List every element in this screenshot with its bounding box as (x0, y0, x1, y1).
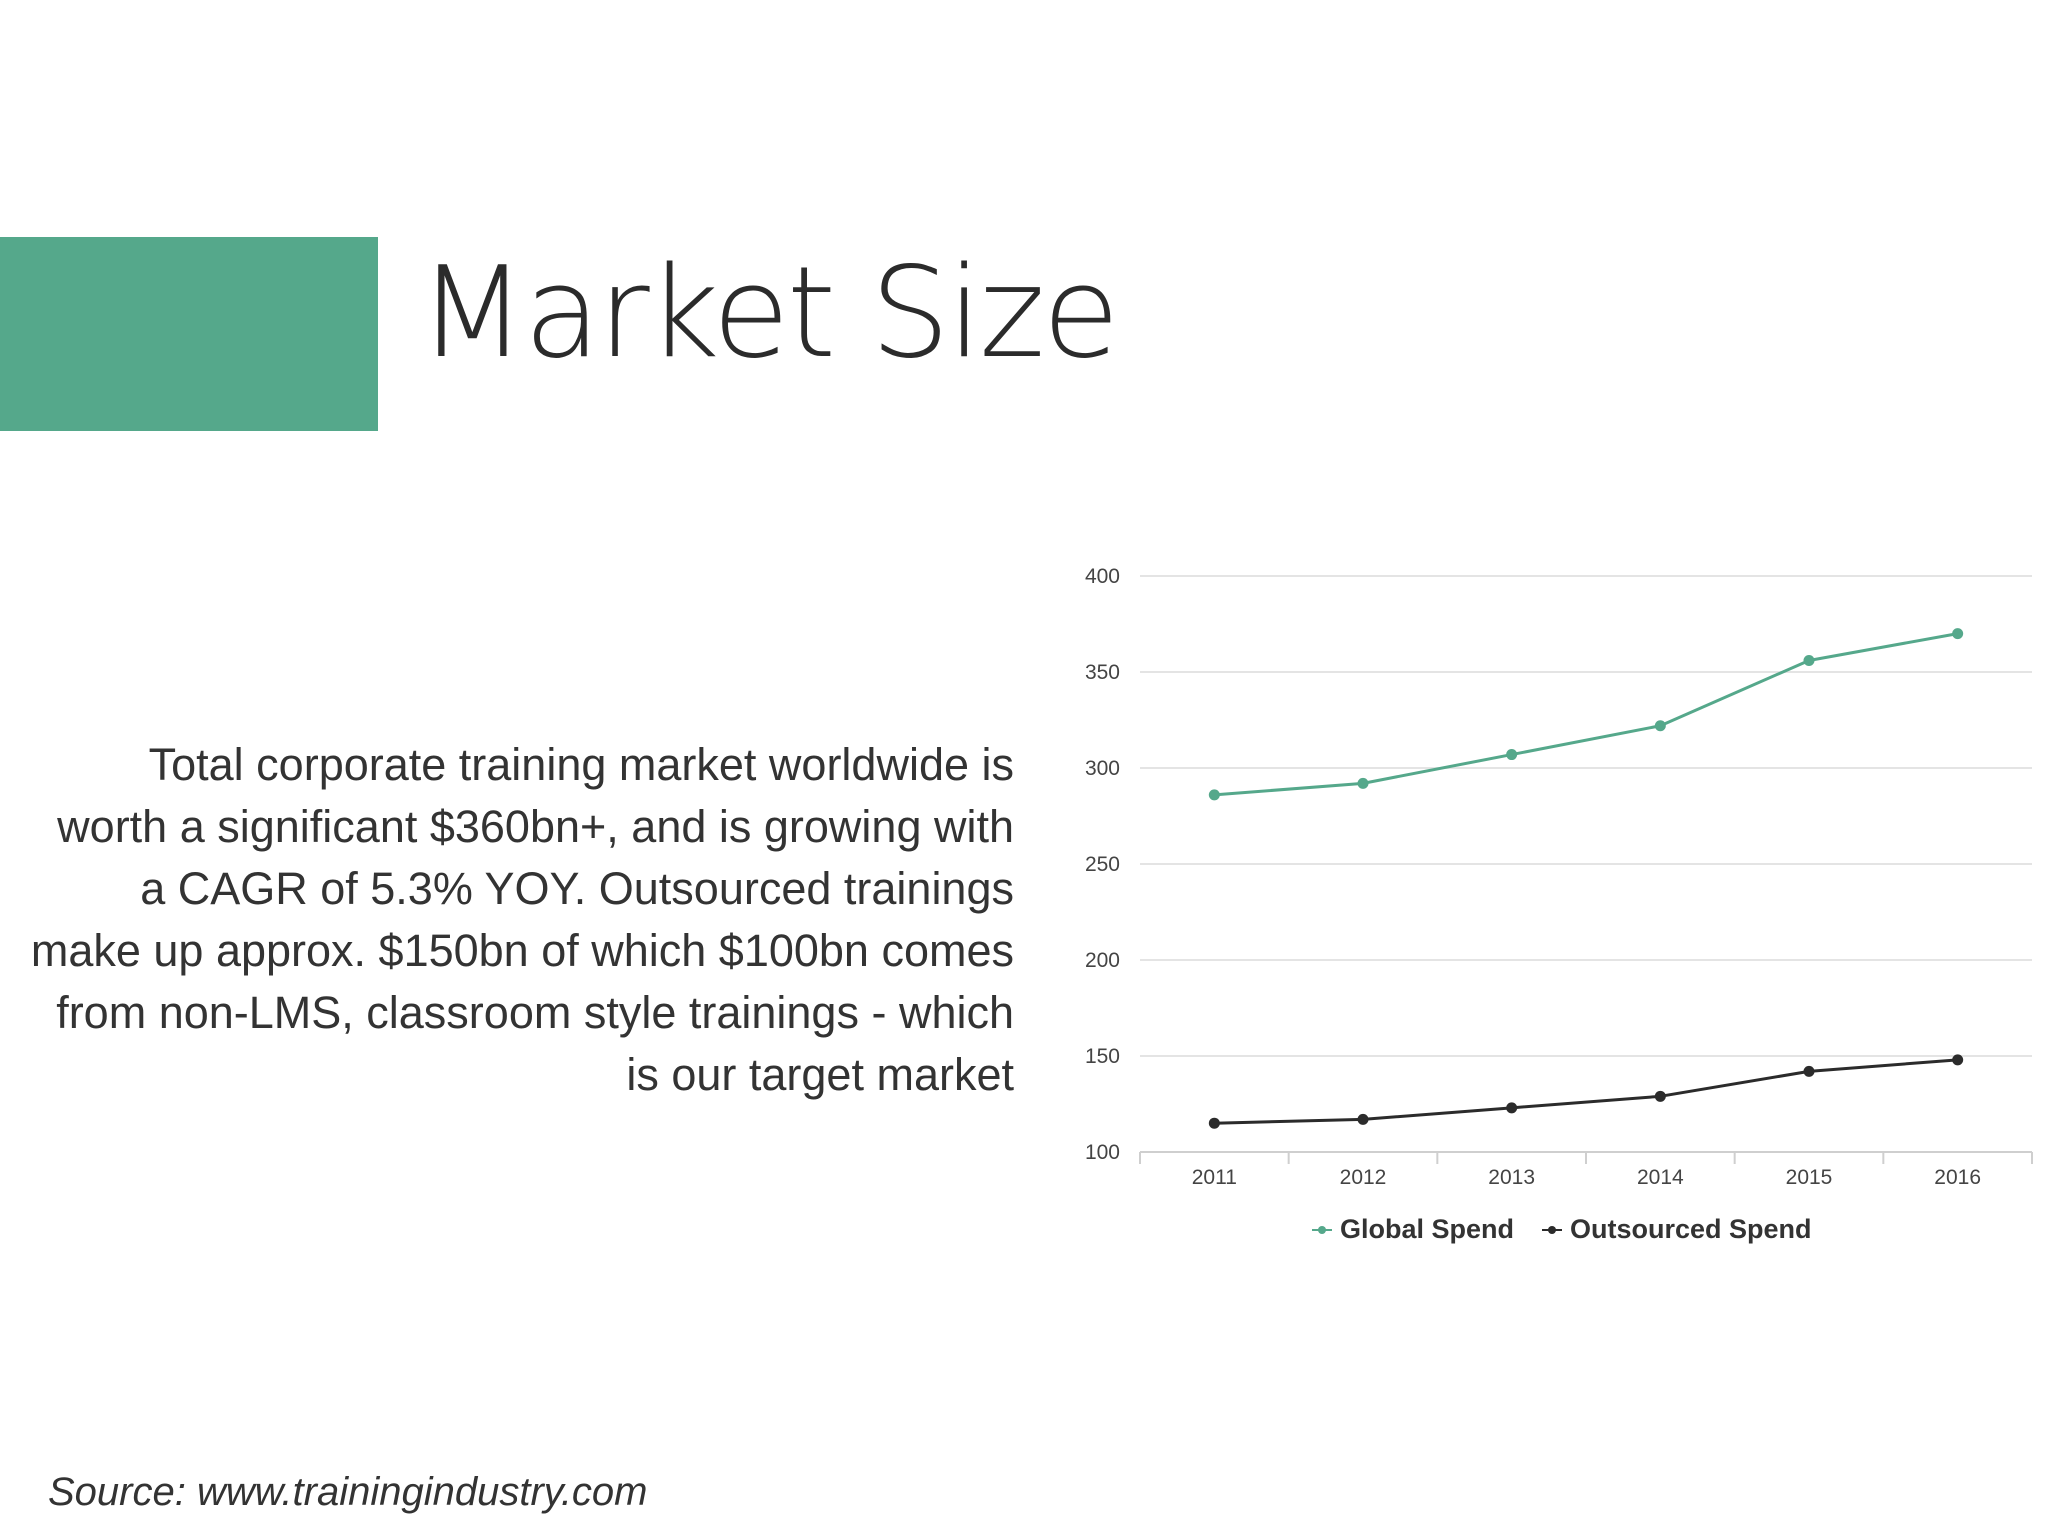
data-point-global-spend (1803, 654, 1815, 666)
legend-marker-global-spend (1312, 1223, 1332, 1237)
y-tick-label: 350 (1085, 661, 1120, 684)
x-tick-label: 2016 (1934, 1166, 1981, 1189)
data-point-outsourced-spend (1654, 1090, 1666, 1102)
body-paragraph: Total corporate training market worldwid… (30, 739, 1014, 1100)
y-tick-label: 250 (1085, 853, 1120, 876)
data-point-outsourced-spend (1506, 1102, 1518, 1114)
y-tick-label: 400 (1085, 565, 1120, 588)
data-point-outsourced-spend (1208, 1117, 1220, 1129)
chart-legend: Global Spend Outsourced Spend (1312, 1214, 1812, 1245)
x-tick-label: 2012 (1340, 1166, 1387, 1189)
title-accent-block (0, 237, 378, 431)
slide-title: Market Size (418, 239, 1120, 386)
legend-marker-outsourced-spend (1542, 1223, 1563, 1237)
y-tick-label: 200 (1085, 949, 1120, 972)
x-tick-label: 2014 (1637, 1166, 1684, 1189)
data-point-global-spend (1357, 777, 1369, 789)
series-line-outsourced-spend (1214, 1058, 1958, 1125)
x-tick-label: 2013 (1488, 1166, 1535, 1189)
y-tick-label: 100 (1085, 1141, 1120, 1164)
data-point-global-spend (1506, 749, 1518, 761)
legend-item-outsourced-spend: Outsourced Spend (1542, 1214, 1812, 1245)
y-axis-ticks: 100 150 200 250 300 350 400 (1085, 565, 1120, 1164)
legend-label-outsourced-spend: Outsourced Spend (1570, 1214, 1812, 1244)
y-tick-label: 300 (1085, 757, 1120, 780)
x-tick-label: 2011 (1192, 1166, 1237, 1189)
data-point-global-spend (1208, 789, 1220, 801)
line-chart: 100 150 200 250 300 350 400 2011 2012 2013 2014 20… (1040, 530, 2040, 1280)
source-citation: Source: www.trainingindustry.com (48, 1470, 648, 1514)
x-axis-ticks: 2011 2012 2013 2014 2015 2016 (1192, 1166, 1981, 1189)
grid-lines (1140, 575, 2032, 1057)
legend-label-global-spend: Global Spend (1340, 1214, 1515, 1244)
data-point-global-spend (1952, 628, 1964, 640)
x-tick-label: 2015 (1786, 1166, 1833, 1189)
y-tick-label: 150 (1085, 1045, 1120, 1068)
x-axis (1139, 1151, 2033, 1164)
legend-item-global-spend: Global Spend (1312, 1214, 1514, 1245)
data-point-global-spend (1654, 720, 1666, 732)
data-point-outsourced-spend (1803, 1065, 1815, 1077)
data-point-outsourced-spend (1952, 1054, 1964, 1066)
series-lines (1208, 628, 1964, 1129)
series-line-global-spend (1214, 632, 1958, 797)
data-point-outsourced-spend (1357, 1113, 1369, 1125)
